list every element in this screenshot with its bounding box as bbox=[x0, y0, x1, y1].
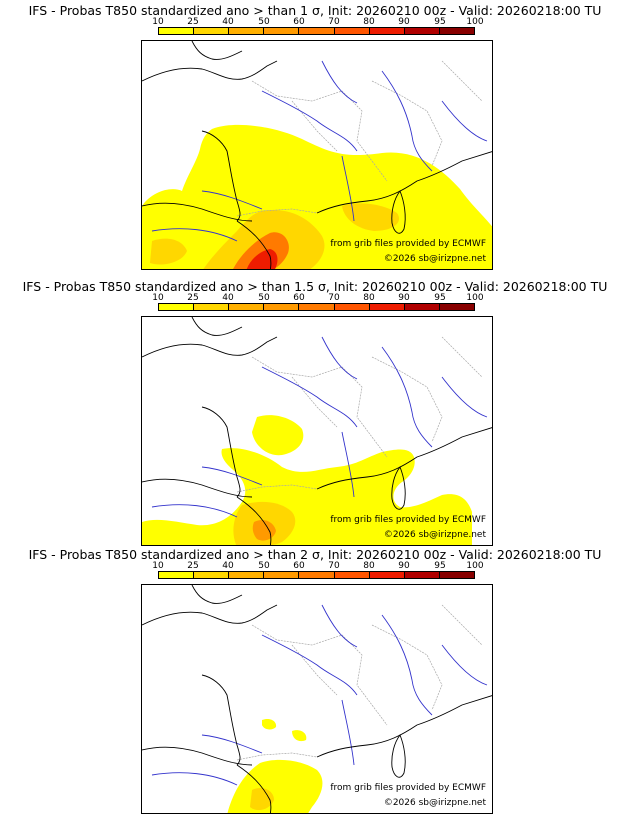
legend-label: 95 bbox=[434, 17, 446, 27]
rivers bbox=[151, 336, 488, 518]
legend-label: 80 bbox=[363, 293, 375, 303]
legend-label: 90 bbox=[398, 293, 410, 303]
legend-labels: 10 25 40 50 60 70 80 90 95 100 bbox=[152, 293, 483, 303]
coastlines bbox=[142, 41, 492, 269]
legend-label: 25 bbox=[187, 17, 199, 27]
map-canvas bbox=[142, 41, 492, 269]
rivers bbox=[151, 60, 488, 242]
legend-label: 95 bbox=[434, 561, 446, 571]
copyright-credit: ©2026 sb@irizpne.net bbox=[383, 254, 486, 264]
legend-swatch bbox=[194, 304, 230, 310]
panel-title: IFS - Probas T850 standardized ano > tha… bbox=[22, 279, 608, 294]
legend-label: 60 bbox=[293, 17, 305, 27]
copyright-credit: ©2026 sb@irizpne.net bbox=[383, 798, 486, 808]
legend-label: 25 bbox=[187, 293, 199, 303]
map-canvas bbox=[142, 317, 492, 545]
legend-label: 80 bbox=[363, 561, 375, 571]
legend-swatch bbox=[299, 572, 335, 578]
legend-swatch bbox=[299, 28, 335, 34]
legend-label: 100 bbox=[466, 561, 484, 571]
legend-labels: 10 25 40 50 60 70 80 90 95 100 bbox=[152, 561, 483, 571]
legend-label: 25 bbox=[187, 561, 199, 571]
country-borders bbox=[236, 604, 483, 761]
legend-label: 60 bbox=[293, 561, 305, 571]
legend-swatch bbox=[439, 304, 474, 310]
legend-label: 50 bbox=[258, 293, 270, 303]
legend-swatch bbox=[159, 304, 195, 310]
coastlines bbox=[142, 317, 492, 545]
legend-swatch bbox=[264, 28, 300, 34]
legend-label: 50 bbox=[258, 561, 270, 571]
coastlines bbox=[142, 585, 492, 813]
legend-labels: 10 25 40 50 60 70 80 90 95 100 bbox=[152, 17, 483, 27]
data-source-credit: from grib files provided by ECMWF bbox=[330, 239, 486, 249]
legend-label: 70 bbox=[328, 17, 340, 27]
color-legend-bar bbox=[158, 27, 475, 35]
legend-swatch bbox=[229, 28, 265, 34]
legend-swatch bbox=[369, 572, 405, 578]
legend-swatch bbox=[439, 572, 474, 578]
probability-shading bbox=[142, 415, 472, 545]
legend-label: 90 bbox=[398, 17, 410, 27]
panel-title: IFS - Probas T850 standardized ano > tha… bbox=[28, 547, 602, 562]
legend-swatch bbox=[159, 572, 195, 578]
legend-swatch bbox=[334, 28, 370, 34]
panel-title: IFS - Probas T850 standardized ano > tha… bbox=[28, 3, 602, 18]
legend-label: 40 bbox=[222, 17, 234, 27]
panel-1: IFS - Probas T850 standardized ano > tha… bbox=[0, 4, 630, 276]
panel-3: IFS - Probas T850 standardized ano > tha… bbox=[0, 548, 630, 820]
legend-swatch bbox=[404, 572, 440, 578]
legend-swatch bbox=[159, 28, 195, 34]
legend-swatch bbox=[229, 572, 265, 578]
legend-swatch bbox=[264, 304, 300, 310]
legend-label: 50 bbox=[258, 17, 270, 27]
legend-label: 80 bbox=[363, 17, 375, 27]
probability-map: from grib files provided by ECMWF ©2026 … bbox=[141, 316, 493, 546]
legend-swatch bbox=[264, 572, 300, 578]
legend-swatch bbox=[404, 304, 440, 310]
legend-swatch bbox=[369, 304, 405, 310]
panel-2: IFS - Probas T850 standardized ano > tha… bbox=[0, 280, 630, 552]
map-canvas bbox=[142, 585, 492, 813]
legend-swatch bbox=[229, 304, 265, 310]
color-legend-bar bbox=[158, 571, 475, 579]
legend-label: 10 bbox=[152, 561, 164, 571]
legend-label: 10 bbox=[152, 293, 164, 303]
legend-label: 10 bbox=[152, 17, 164, 27]
legend-label: 100 bbox=[466, 17, 484, 27]
rivers bbox=[151, 604, 488, 786]
legend-label: 90 bbox=[398, 561, 410, 571]
legend-label: 40 bbox=[222, 561, 234, 571]
legend-label: 70 bbox=[328, 293, 340, 303]
legend-swatch bbox=[334, 304, 370, 310]
legend-swatch bbox=[194, 572, 230, 578]
legend-swatch bbox=[299, 304, 335, 310]
legend-swatch bbox=[439, 28, 474, 34]
probability-map: from grib files provided by ECMWF ©2026 … bbox=[141, 40, 493, 270]
legend-swatch bbox=[404, 28, 440, 34]
legend-swatch bbox=[369, 28, 405, 34]
legend-label: 40 bbox=[222, 293, 234, 303]
legend-label: 100 bbox=[466, 293, 484, 303]
probability-shading bbox=[142, 124, 492, 269]
copyright-credit: ©2026 sb@irizpne.net bbox=[383, 530, 486, 540]
legend-label: 70 bbox=[328, 561, 340, 571]
probability-shading bbox=[227, 718, 323, 813]
legend-swatch bbox=[194, 28, 230, 34]
legend-label: 95 bbox=[434, 293, 446, 303]
legend-label: 60 bbox=[293, 293, 305, 303]
data-source-credit: from grib files provided by ECMWF bbox=[330, 783, 486, 793]
legend-swatch bbox=[334, 572, 370, 578]
data-source-credit: from grib files provided by ECMWF bbox=[330, 515, 486, 525]
probability-map: from grib files provided by ECMWF ©2026 … bbox=[141, 584, 493, 814]
color-legend-bar bbox=[158, 303, 475, 311]
